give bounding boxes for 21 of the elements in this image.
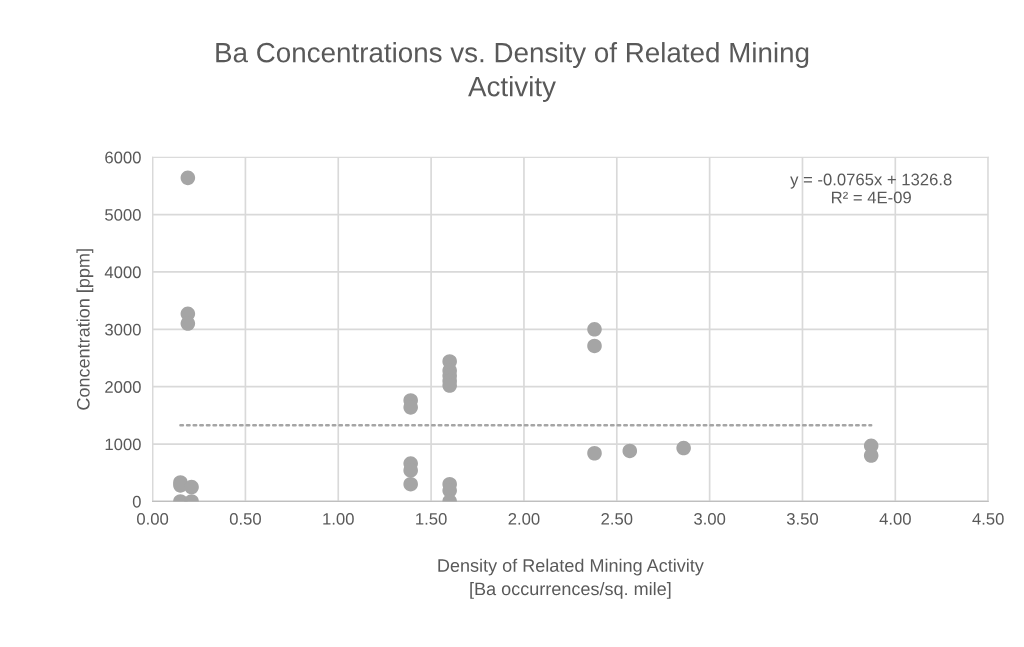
x-tick-label: 2.50 (601, 512, 633, 525)
y-tick-label: 0 (132, 495, 141, 508)
x-axis-title: Density of Related Mining Activity [Ba occurrences/sq. mile] (438, 558, 704, 599)
y-tick-label: 2000 (105, 381, 141, 393)
y-tick-label: 3000 (105, 323, 141, 336)
y-tick-label: 5000 (105, 208, 141, 221)
y-tick-label: 6000 (105, 151, 141, 164)
x-tick-label: 4.00 (879, 512, 911, 525)
x-tick-label: 4.50 (972, 512, 1004, 525)
chart-title: Ba Concentrations vs. Density of Related Mining Activity (216, 42, 809, 102)
x-tick-label: 0.00 (137, 512, 169, 525)
y-tick-label: 4000 (104, 266, 141, 279)
x-tick-label: 0.50 (229, 512, 261, 525)
x-tick-label: 3.00 (694, 512, 726, 525)
y-axis-title: Concentration [ppm] (76, 249, 94, 410)
y-tick-label: 1000 (105, 438, 141, 451)
x-tick-label: 2.00 (508, 512, 540, 525)
annotation: y = -0.0765x + 1326.8 R² = 4E-09 (790, 173, 952, 204)
x-tick-label: 1.50 (416, 512, 447, 525)
x-tick-label: 3.50 (786, 512, 819, 525)
x-tick-label: 1.00 (323, 512, 354, 525)
